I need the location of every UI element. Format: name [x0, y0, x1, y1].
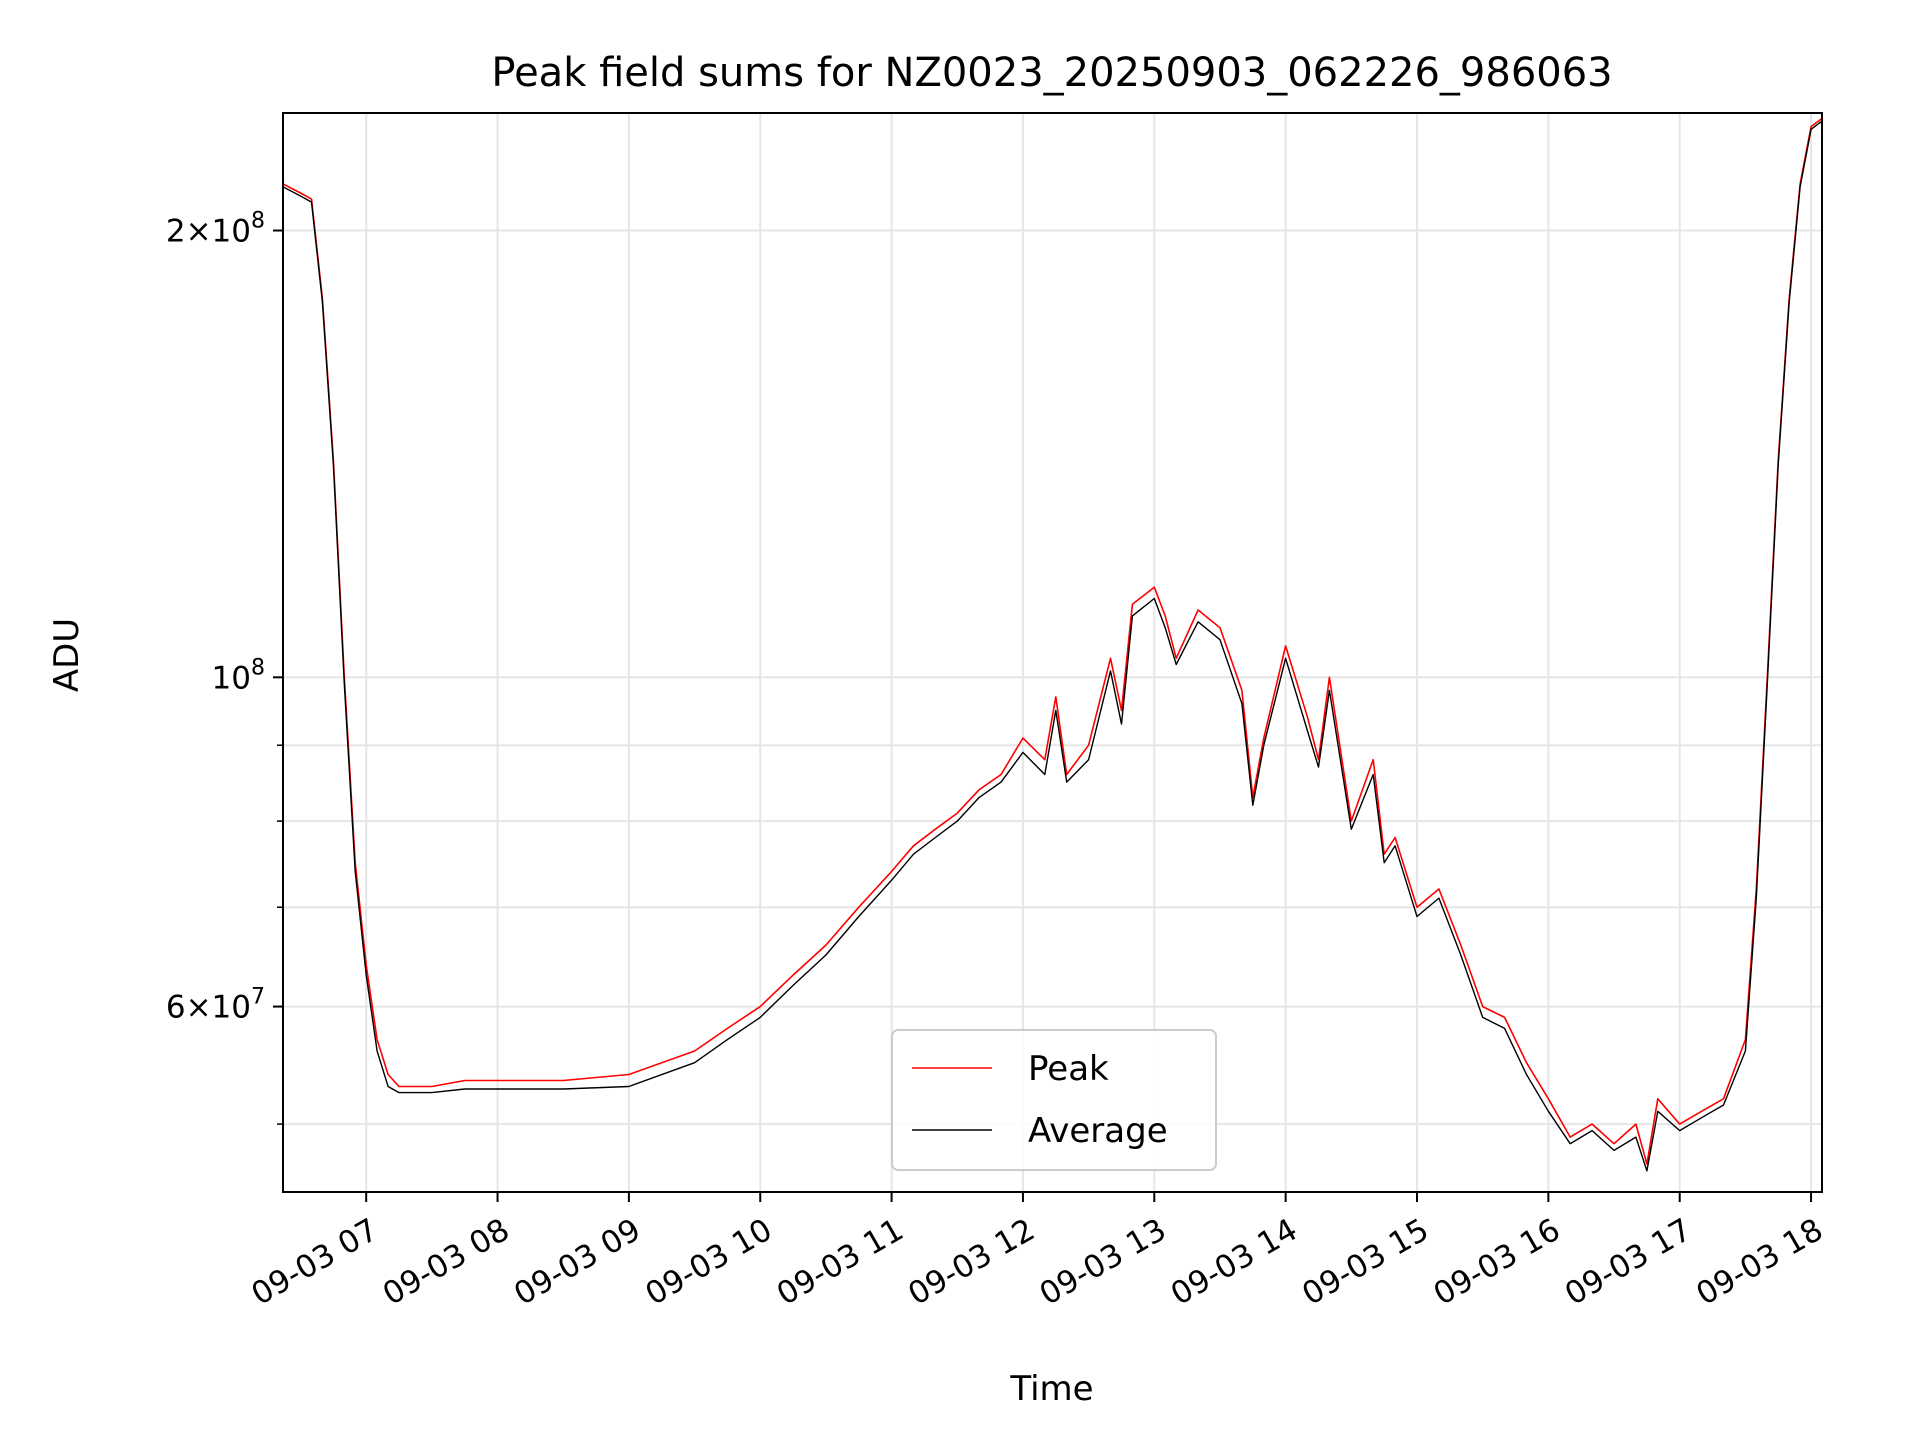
x-axis-label: Time — [1009, 1369, 1093, 1409]
series-line-peak — [282, 117, 1823, 1165]
y-axis-label: ADU — [47, 618, 87, 692]
y-tick-label: 2×108 — [166, 209, 265, 250]
grid — [283, 113, 1822, 1192]
plot-frame — [282, 112, 1823, 1193]
legend-box — [891, 1029, 1217, 1171]
chart-title: Peak field sums for NZ0023_20250903_0622… — [491, 50, 1612, 96]
series-line-average — [282, 120, 1823, 1172]
legend-label-peak: Peak — [1028, 1049, 1109, 1089]
series-lines — [282, 117, 1823, 1172]
y-tick-label: 108 — [212, 655, 265, 696]
legend-label-average: Average — [1028, 1111, 1168, 1151]
legend: Peak Average — [891, 1029, 1217, 1171]
y-tick-label: 6×107 — [166, 985, 265, 1026]
